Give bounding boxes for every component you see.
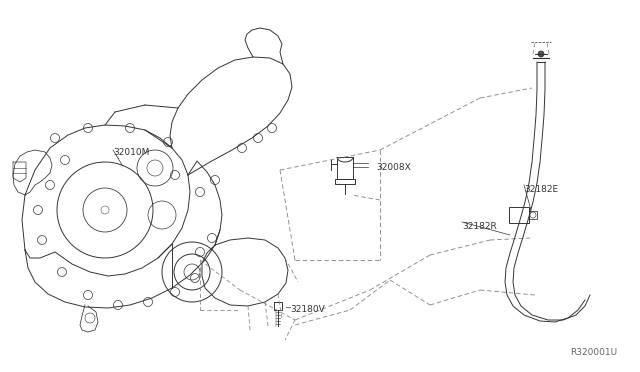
Bar [335, 179, 355, 184]
Bar [274, 302, 282, 310]
Text: 32010M: 32010M [113, 148, 149, 157]
Text: 32008X: 32008X [376, 163, 411, 172]
Text: 32182R: 32182R [462, 222, 497, 231]
Text: R320001U: R320001U [570, 348, 617, 357]
Bar [337, 157, 353, 179]
Circle shape [538, 51, 544, 57]
Text: 32180V: 32180V [290, 305, 324, 314]
Bar [509, 207, 529, 223]
Text: 32182E: 32182E [524, 185, 558, 194]
Bar [529, 211, 537, 219]
